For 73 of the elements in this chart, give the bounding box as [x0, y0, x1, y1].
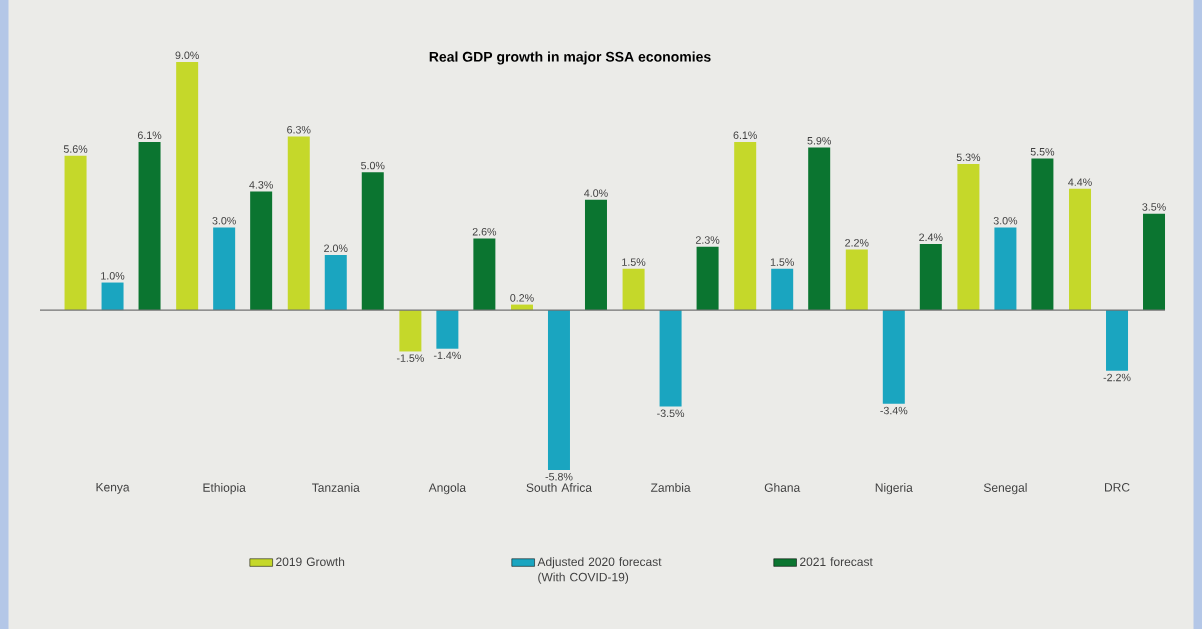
- data-label: 6.3%: [287, 125, 311, 134]
- x-tick-label: Angola: [428, 483, 467, 495]
- bar: [473, 238, 496, 311]
- data-label: 0.2%: [510, 294, 534, 302]
- bar: [1143, 213, 1166, 311]
- data-label: -5.8%: [545, 472, 573, 481]
- bar: [138, 141, 161, 311]
- chart-title: Real GDP growth in major SSA economies: [429, 51, 711, 65]
- data-label: 5.9%: [807, 136, 831, 145]
- data-label: 4.4%: [1068, 178, 1092, 186]
- bar: [1069, 188, 1092, 311]
- bar: [250, 191, 273, 311]
- data-label: 2.4%: [919, 233, 943, 242]
- data-label: 5.0%: [361, 161, 385, 170]
- data-label: 3.0%: [212, 216, 236, 225]
- bar: [324, 254, 347, 311]
- data-label: 1.0%: [101, 272, 125, 280]
- bar: [361, 172, 384, 311]
- data-label: 6.1%: [733, 131, 757, 140]
- bar: [64, 155, 87, 311]
- bar: [176, 62, 199, 311]
- data-label: -1.5%: [396, 354, 424, 362]
- legend-label: 2021 forecast: [800, 557, 873, 567]
- x-tick-label: South Africa: [526, 483, 592, 492]
- bar: [213, 227, 236, 311]
- bar: [399, 310, 422, 352]
- data-label: 2.6%: [472, 227, 497, 236]
- data-label: 3.5%: [1142, 203, 1166, 211]
- data-label: 6.1%: [137, 131, 162, 140]
- x-tick-label: Ethiopia: [203, 483, 246, 495]
- data-label: -3.5%: [657, 409, 685, 418]
- data-label: 5.3%: [956, 153, 981, 162]
- x-tick-label: Ghana: [764, 483, 801, 492]
- data-label: -1.4%: [433, 351, 461, 360]
- bar: [436, 310, 459, 349]
- data-label: 2.0%: [324, 244, 348, 253]
- x-tick-label: DRC: [1105, 483, 1130, 492]
- bar: [1106, 310, 1129, 371]
- bar: [919, 243, 942, 311]
- bar: [771, 268, 794, 311]
- bar: [994, 227, 1017, 311]
- bar: [957, 164, 980, 311]
- bar: [882, 310, 905, 404]
- data-label: 3.0%: [993, 216, 1018, 225]
- x-tick-label: Senegal: [983, 483, 1027, 495]
- data-label: 4.0%: [584, 189, 608, 197]
- x-tick-label: Kenya: [96, 483, 130, 494]
- bar: [659, 310, 682, 407]
- data-label: 5.5%: [1030, 148, 1055, 156]
- bar: [734, 141, 757, 311]
- data-label: -3.4%: [880, 406, 908, 415]
- data-label: 1.5%: [622, 258, 646, 266]
- bar: [696, 246, 719, 311]
- x-tick-label: Tanzania: [312, 483, 360, 492]
- bar: [1031, 158, 1054, 311]
- data-label: 2.3%: [695, 236, 720, 244]
- data-label: 2.2%: [845, 239, 869, 247]
- bar: [547, 310, 570, 471]
- bar: [287, 136, 310, 311]
- bar: [101, 282, 124, 311]
- data-label: 4.3%: [249, 181, 273, 189]
- data-label: -2.2%: [1103, 373, 1131, 382]
- x-tick-label: Nigeria: [875, 483, 913, 495]
- bar: [622, 268, 645, 311]
- data-label: 1.5%: [770, 258, 794, 266]
- data-label: 5.6%: [63, 145, 88, 153]
- x-tick-label: Zambia: [650, 483, 691, 492]
- data-label: 9.0%: [175, 51, 199, 60]
- bar: [845, 249, 868, 311]
- bar: [808, 147, 831, 311]
- legend-label: Adjusted 2020 forecast (With COVID-19): [537, 557, 662, 584]
- bar: [584, 199, 607, 311]
- legend-label: 2019 Growth: [276, 557, 345, 567]
